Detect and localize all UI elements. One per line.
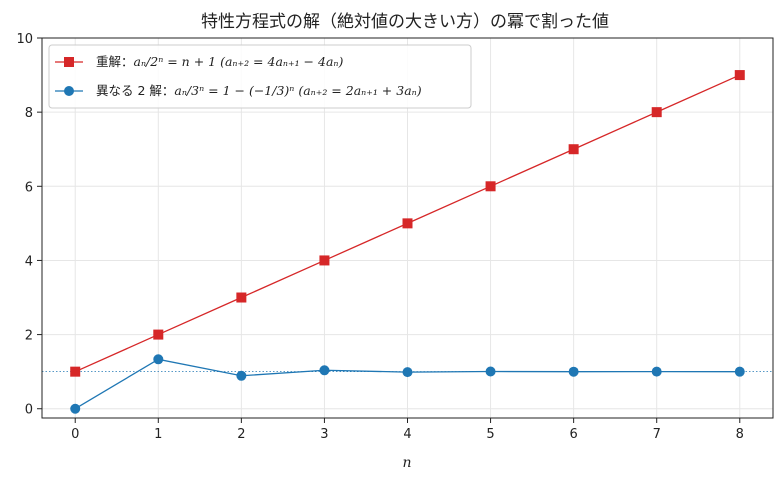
series-2-point bbox=[651, 366, 662, 377]
legend: 重解：aₙ/2ⁿ = n + 1 (aₙ₊₂ = 4aₙ₊₁ − 4aₙ) 異なる… bbox=[48, 44, 472, 109]
series-2-point bbox=[153, 354, 164, 365]
legend-label: 異なる 2 解：aₙ/3ⁿ = 1 − (−1/3)ⁿ (aₙ₊₂ = 2aₙ₊… bbox=[96, 83, 422, 98]
x-tick-label: 3 bbox=[320, 427, 328, 442]
x-tick-label: 4 bbox=[403, 427, 411, 442]
series-2-point bbox=[236, 370, 247, 381]
x-tick-label: 2 bbox=[237, 427, 245, 442]
legend-marker-square bbox=[64, 57, 74, 67]
series-2-point bbox=[319, 365, 330, 376]
x-axis-label: n bbox=[402, 455, 411, 471]
series-1-point bbox=[70, 366, 81, 377]
series-2-point bbox=[402, 367, 413, 378]
chart-title: 特性方程式の解（絶対値の大きい方）の冪で割った値 bbox=[201, 12, 609, 32]
series-2-point bbox=[568, 366, 579, 377]
x-tick-label: 5 bbox=[486, 427, 494, 442]
series-layer bbox=[70, 70, 745, 414]
series-2 bbox=[70, 354, 745, 414]
legend-label-math: aₙ/2ⁿ = n + 1 (aₙ₊₂ = 4aₙ₊₁ − 4aₙ) bbox=[134, 54, 344, 69]
series-1-point bbox=[236, 292, 247, 303]
x-tick-label: 1 bbox=[154, 427, 162, 442]
legend-entry-2: 異なる 2 解：aₙ/3ⁿ = 1 − (−1/3)ⁿ (aₙ₊₂ = 2aₙ₊… bbox=[55, 83, 422, 98]
y-tick-label: 6 bbox=[25, 180, 33, 195]
series-1-point bbox=[651, 107, 662, 118]
series-1-point bbox=[153, 329, 164, 340]
series-1-point bbox=[485, 181, 496, 192]
series-2-point bbox=[70, 403, 81, 414]
series-2-point bbox=[485, 366, 496, 377]
y-tick-label: 0 bbox=[25, 403, 33, 418]
legend-box bbox=[48, 44, 472, 109]
legend-label-prefix: 重解： bbox=[96, 54, 134, 69]
legend-label: 重解：aₙ/2ⁿ = n + 1 (aₙ₊₂ = 4aₙ₊₁ − 4aₙ) bbox=[96, 54, 343, 69]
legend-label-math: aₙ/3ⁿ = 1 − (−1/3)ⁿ (aₙ₊₂ = 2aₙ₊₁ + 3aₙ) bbox=[174, 83, 421, 98]
legend-entry-1: 重解：aₙ/2ⁿ = n + 1 (aₙ₊₂ = 4aₙ₊₁ − 4aₙ) bbox=[55, 54, 343, 69]
series-1-point bbox=[402, 218, 413, 229]
legend-label-prefix: 異なる 2 解： bbox=[96, 83, 174, 98]
series-1-point bbox=[734, 70, 745, 81]
x-tick-label: 0 bbox=[71, 427, 79, 442]
x-tick-label: 6 bbox=[569, 427, 577, 442]
y-tick-label: 2 bbox=[25, 329, 33, 344]
x-tick-label: 7 bbox=[653, 427, 661, 442]
series-1 bbox=[70, 70, 745, 377]
series-2-point bbox=[734, 366, 745, 377]
x-axis: 0 1 2 3 4 5 6 7 8 bbox=[71, 418, 744, 442]
x-tick-label: 8 bbox=[736, 427, 744, 442]
series-1-point bbox=[568, 144, 579, 155]
y-axis: 0 2 4 6 8 10 bbox=[16, 32, 42, 418]
series-1-point bbox=[319, 255, 330, 266]
y-tick-label: 10 bbox=[16, 32, 33, 47]
legend-marker-circle bbox=[64, 86, 74, 96]
y-tick-label: 4 bbox=[25, 254, 33, 269]
y-tick-label: 8 bbox=[25, 106, 33, 121]
